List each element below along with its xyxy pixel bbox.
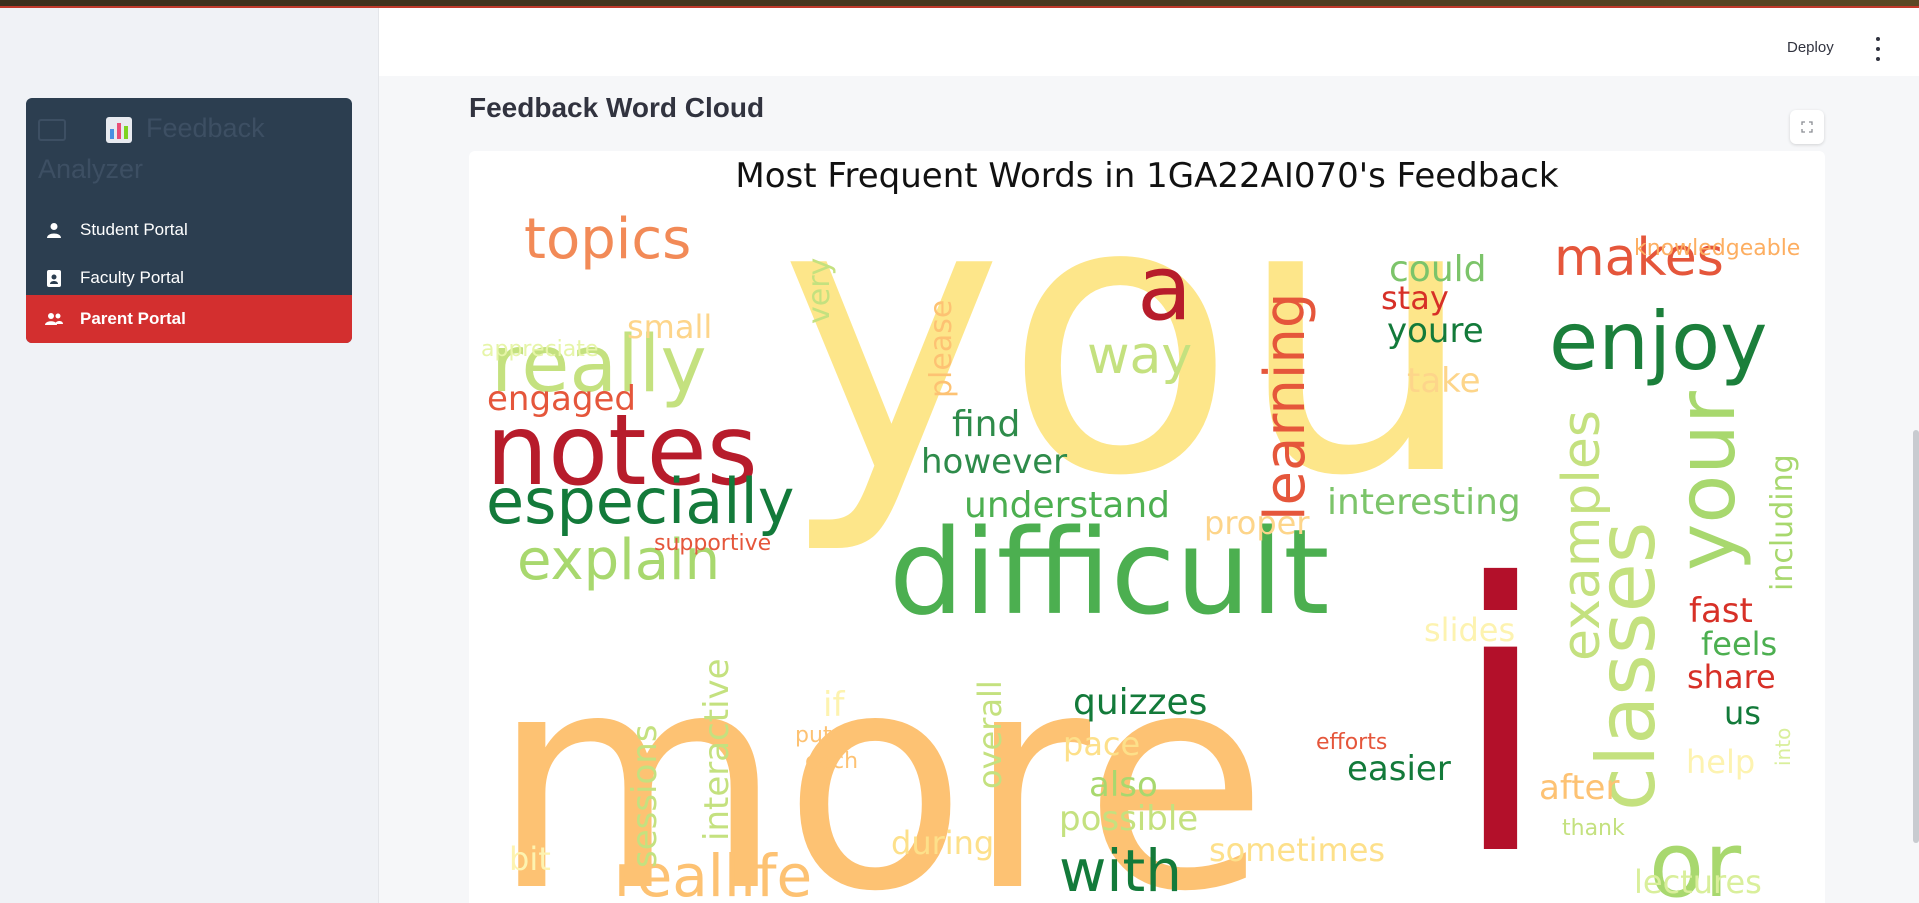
chart-title: Most Frequent Words in 1GA22AI070's Feed… — [735, 156, 1558, 196]
word-reallife: reallife — [614, 842, 812, 903]
bar-chart-icon — [106, 116, 132, 143]
word-help: help — [1686, 743, 1755, 781]
word-overall: overall — [971, 680, 1009, 789]
word-or: or — [1649, 813, 1741, 903]
word-enjoy: enjoy — [1549, 295, 1767, 388]
word-slides: slides — [1424, 611, 1515, 649]
sidebar-title: Feedback Analyzer — [38, 108, 338, 190]
word-also: also — [1089, 765, 1158, 805]
word-take: take — [1407, 361, 1481, 401]
word-thank: thank — [1562, 816, 1625, 841]
word-please: please — [924, 300, 959, 398]
word-efforts: efforts — [1316, 730, 1387, 755]
word-your: your — [1660, 391, 1753, 571]
word-topics: topics — [524, 207, 691, 272]
word-knowledgeable: knowledgeable — [1634, 236, 1800, 261]
word-youre: youre — [1387, 311, 1484, 351]
sidebar-item-label: Parent Portal — [80, 309, 186, 328]
word-more: more — [491, 608, 1268, 903]
sidebar-item-student-portal[interactable]: Student Portal — [26, 206, 352, 254]
word-put: put — [795, 723, 832, 748]
word-however: however — [921, 442, 1067, 482]
deploy-button[interactable]: Deploy — [1787, 39, 1834, 56]
word-really: really — [491, 320, 707, 410]
sidebar-title-text: Feedback Analyzer — [38, 113, 265, 184]
word-cloud-plot: Most Frequent Words in 1GA22AI070's Feed… — [469, 151, 1825, 903]
main-menu-icon[interactable] — [1868, 37, 1888, 61]
word-feels: feels — [1701, 625, 1777, 663]
section-title: Feedback Word Cloud — [469, 92, 765, 123]
word-each: each — [805, 749, 858, 774]
word-bit: bit — [509, 840, 551, 878]
sidebar-item-label: Faculty Portal — [80, 268, 184, 287]
word-interactive: interactive — [697, 658, 737, 841]
word-fast: fast — [1689, 591, 1753, 631]
word-with: with — [1059, 837, 1182, 903]
word-makes: makes — [1554, 228, 1724, 288]
word-supportive: supportive — [654, 531, 771, 556]
sidebar: Feedback Analyzer Student Portal Faculty… — [0, 8, 379, 903]
word-possible: possible — [1059, 799, 1198, 839]
sidebar-item-label: Student Portal — [80, 220, 188, 239]
word-proper: proper — [1204, 504, 1310, 542]
word-i: i — [1449, 507, 1552, 903]
word-classes: classes — [1580, 522, 1673, 812]
word-very: very — [802, 258, 837, 324]
word-pace: pace — [1063, 725, 1140, 763]
word-notes: notes — [486, 394, 758, 508]
expand-icon — [1801, 121, 1813, 133]
scrollbar[interactable] — [1913, 430, 1919, 843]
word-cloud-svg: Most Frequent Words in 1GA22AI070's Feed… — [481, 151, 1800, 903]
word-especially: especially — [486, 465, 794, 538]
word-sometimes: sometimes — [1209, 831, 1385, 869]
word-could: could — [1389, 249, 1487, 290]
word-find: find — [952, 404, 1020, 445]
top-decoration-bar — [0, 0, 1919, 8]
word-if: if — [823, 685, 845, 725]
people-icon — [44, 309, 64, 329]
fullscreen-button[interactable] — [1790, 110, 1824, 144]
word-sessions: sessions — [625, 724, 665, 868]
word-after: after — [1539, 768, 1619, 808]
word-share: share — [1687, 658, 1776, 696]
sidebar-item-parent-portal[interactable]: Parent Portal — [26, 295, 352, 343]
word-examples: examples — [1552, 410, 1612, 661]
person-icon — [44, 220, 64, 240]
word-lectures: lectures — [1634, 863, 1762, 901]
word-during: during — [891, 824, 994, 862]
word-explain: explain — [517, 528, 720, 593]
word-engaged: engaged — [487, 379, 636, 419]
chat-icon — [38, 118, 66, 141]
word-including: including — [1765, 454, 1800, 591]
word-interesting: interesting — [1327, 482, 1521, 523]
sidebar-menu: Feedback Analyzer Student Portal Faculty… — [26, 98, 352, 343]
app-header — [379, 8, 1919, 76]
word-way: way — [1087, 326, 1192, 386]
word-stay: stay — [1381, 279, 1449, 317]
id-badge-icon — [44, 268, 64, 288]
word-difficult: difficult — [889, 503, 1329, 641]
word-appreciate: appreciate — [481, 337, 598, 362]
word-easier: easier — [1347, 749, 1451, 789]
word-quizzes: quizzes — [1073, 682, 1207, 723]
word-small: small — [627, 308, 712, 346]
word-understand: understand — [964, 485, 1170, 526]
word-into: into — [1771, 728, 1795, 766]
word-a: a — [1137, 236, 1192, 341]
word-us: us — [1724, 694, 1761, 732]
sidebar-item-faculty-portal[interactable]: Faculty Portal — [26, 254, 352, 302]
word-you: you — [779, 151, 1477, 559]
word-learning: learning — [1253, 293, 1318, 521]
